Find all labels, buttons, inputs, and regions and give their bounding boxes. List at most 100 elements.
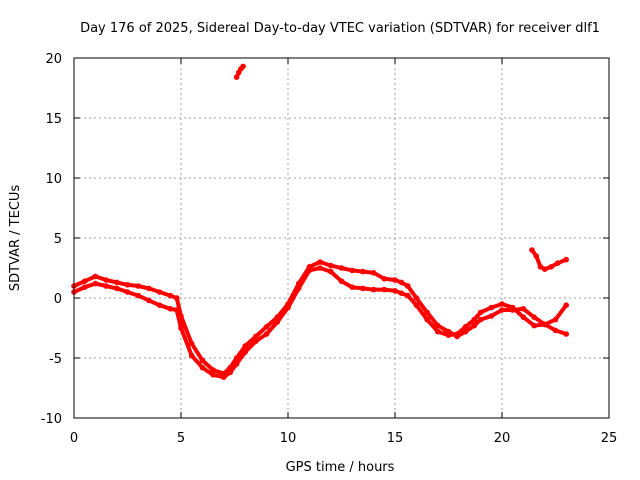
data-point xyxy=(499,307,505,313)
y-tick-label: 20 xyxy=(45,52,62,67)
data-point xyxy=(135,292,141,299)
data-point xyxy=(563,302,569,309)
y-tick-label: -5 xyxy=(49,352,62,367)
data-point xyxy=(124,289,131,295)
data-point xyxy=(370,286,377,293)
data-point xyxy=(381,276,388,282)
data-point xyxy=(253,333,259,340)
data-point xyxy=(114,285,120,292)
data-point xyxy=(156,302,163,309)
data-point xyxy=(199,364,206,371)
data-point xyxy=(92,273,99,280)
data-point xyxy=(542,266,548,273)
chart-title: Day 176 of 2025, Sidereal Day-to-day VTE… xyxy=(80,21,600,36)
data-point xyxy=(533,253,539,259)
y-tick-label: -10 xyxy=(41,412,62,427)
data-point xyxy=(242,349,248,355)
data-point xyxy=(413,295,420,301)
data-point xyxy=(435,328,441,335)
axis-ticks: 0 5 10 15 20 25 -10 -5 0 5 10 15 20 xyxy=(41,52,618,446)
data-point xyxy=(338,265,345,271)
data-point xyxy=(146,285,152,292)
data-point xyxy=(317,265,323,271)
data-point xyxy=(424,309,430,316)
data-point xyxy=(173,295,180,301)
data-point xyxy=(398,290,405,297)
data-point xyxy=(381,286,388,293)
data-point xyxy=(135,283,141,289)
data-point xyxy=(328,268,334,275)
data-point xyxy=(103,283,109,289)
x-tick-label: 10 xyxy=(280,431,297,446)
y-tick-label: 10 xyxy=(45,172,62,187)
data-point xyxy=(445,332,452,339)
y-tick-label: 0 xyxy=(54,292,62,307)
data-point xyxy=(392,288,398,294)
data-point xyxy=(263,331,270,337)
x-tick-label: 0 xyxy=(70,431,78,446)
data-point xyxy=(454,331,460,337)
data-point xyxy=(173,307,180,313)
data-point xyxy=(477,316,484,323)
data-point xyxy=(499,301,505,307)
data-point xyxy=(178,325,184,331)
data-point xyxy=(398,279,405,286)
x-tick-label: 25 xyxy=(601,431,618,446)
data-point xyxy=(210,367,216,373)
data-point xyxy=(81,284,88,291)
x-tick-label: 20 xyxy=(494,431,511,446)
data-point xyxy=(531,322,537,329)
data-point xyxy=(520,306,527,312)
data-point xyxy=(221,374,227,381)
data-point xyxy=(520,314,527,321)
data-point xyxy=(554,260,561,267)
data-point xyxy=(242,343,248,349)
data-point xyxy=(349,284,356,291)
data-point xyxy=(435,322,441,329)
x-axis-label: GPS time / hours xyxy=(286,460,395,475)
data-point xyxy=(81,278,88,285)
data-point xyxy=(462,324,469,330)
x-tick-label: 5 xyxy=(177,431,185,446)
data-point xyxy=(405,283,411,289)
data-point xyxy=(548,264,554,270)
data-point xyxy=(240,63,246,70)
data-point xyxy=(477,309,484,316)
y-tick-label: 15 xyxy=(45,112,62,127)
y-axis-label: SDTVAR / TECUs xyxy=(8,185,23,292)
data-point xyxy=(317,259,323,265)
data-point xyxy=(92,280,99,287)
data-point xyxy=(349,267,356,274)
data-point xyxy=(227,369,233,376)
data-marks xyxy=(71,63,569,381)
data-point xyxy=(114,279,120,286)
data-point xyxy=(263,324,270,330)
data-point xyxy=(531,314,537,321)
x-tick-label: 15 xyxy=(387,431,404,446)
data-point xyxy=(146,297,152,304)
data-point xyxy=(392,277,398,283)
data-point xyxy=(328,262,334,269)
grid-lines xyxy=(74,58,609,418)
data-point xyxy=(542,321,548,328)
data-point xyxy=(563,256,569,263)
data-point xyxy=(552,327,559,334)
data-point xyxy=(529,247,535,253)
data-point xyxy=(285,304,291,311)
data-point xyxy=(199,357,206,364)
data-point xyxy=(306,267,313,274)
data-point xyxy=(188,340,195,347)
data-point xyxy=(471,316,478,323)
data-point xyxy=(188,352,195,359)
data-point xyxy=(210,372,216,378)
data-point xyxy=(563,331,569,337)
data-point xyxy=(405,292,411,299)
data-point xyxy=(103,277,109,283)
data-point xyxy=(537,264,544,270)
data-point xyxy=(156,289,163,295)
data-point xyxy=(295,285,302,292)
data-point xyxy=(124,282,131,288)
data-point xyxy=(253,338,259,345)
data-point xyxy=(274,319,281,325)
data-point xyxy=(233,74,240,80)
